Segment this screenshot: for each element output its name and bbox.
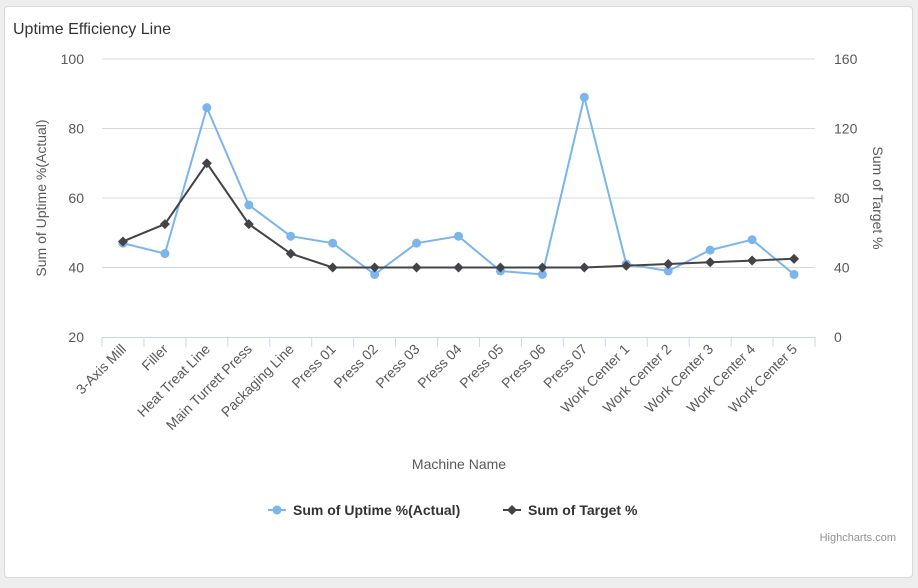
x-category-label: Press 03 [372,341,423,392]
series-line-1 [122,96,795,276]
data-point [244,200,254,210]
data-point [747,235,757,245]
data-point [285,248,296,259]
x-category-label: Press 02 [330,341,381,392]
y-right-tick-label: 0 [834,329,842,345]
data-point [453,262,464,273]
data-point [495,262,506,273]
data-point [579,262,590,273]
x-category-label: Packaging Line [218,341,297,420]
data-point [243,219,254,230]
data-point [160,249,170,259]
series-line-2 [122,161,795,269]
data-point [327,262,338,273]
data-point [747,255,758,266]
x-category-label: Filler [138,341,171,374]
data-point [201,158,212,169]
credits-link: Highcharts.com [820,532,896,544]
data-point [537,269,547,279]
data-point [579,92,589,102]
y-left-tick-label: 20 [68,329,84,345]
y-left-tick-label: 40 [68,260,84,276]
y-right-tick-label: 120 [834,121,858,137]
y-left-axis-title: Sum of Uptime %(Actual) [33,119,49,276]
data-point [705,257,716,268]
data-point [370,269,380,279]
data-point [159,219,170,230]
x-axis-title: Machine Name [412,456,506,472]
data-point [789,253,800,264]
data-point [621,260,632,271]
y-left-tick-label: 60 [68,190,84,206]
y-right-axis-title: Sum of Target % [870,146,886,249]
chart-panel: Uptime Efficiency Line [4,6,913,578]
x-category-label: Press 04 [414,341,465,392]
y-left-tick-label: 100 [61,51,85,67]
y-right-tick-label: 80 [834,190,850,206]
data-point [286,231,296,241]
y-left-tick-label: 80 [68,121,84,137]
data-point [663,259,674,270]
data-point [202,103,212,113]
data-point [411,262,422,273]
legend-marker [507,505,517,515]
data-point [789,269,799,279]
legend-label: Sum of Target % [528,502,638,518]
x-category-label: 3-Axis Mill [73,341,129,397]
data-point [705,245,715,255]
chart-title: Uptime Efficiency Line [13,21,171,38]
data-point [663,266,673,276]
y-right-tick-label: 40 [834,260,850,276]
legend-marker [272,505,282,515]
x-category-label: Press 05 [456,341,507,392]
data-point [537,262,548,273]
data-point [117,236,128,247]
y-right-tick-label: 160 [834,51,858,67]
data-point [328,238,338,248]
legend-label: Sum of Uptime %(Actual) [293,502,460,518]
x-category-label: Press 01 [288,341,339,392]
data-point [369,262,380,273]
x-category-label: Heat Treat Line [134,341,213,420]
data-point [454,231,463,241]
data-point [412,238,422,248]
x-category-label: Press 06 [498,341,549,392]
